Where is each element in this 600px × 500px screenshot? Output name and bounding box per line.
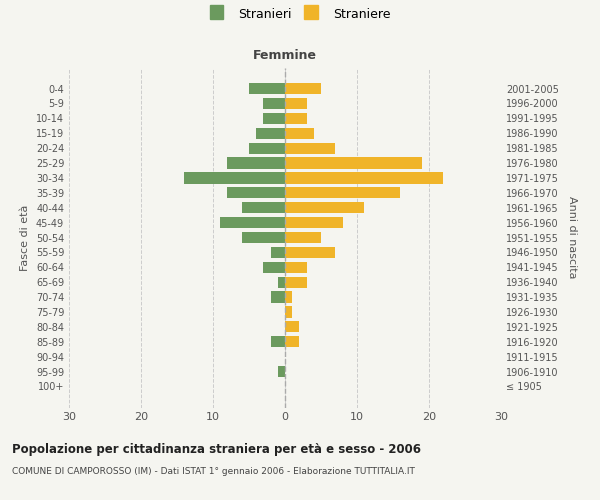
Bar [285, 112, 307, 124]
Bar [242, 202, 285, 213]
Bar [285, 172, 443, 184]
Bar [285, 142, 335, 154]
Bar [285, 158, 422, 168]
Bar [263, 98, 285, 109]
Bar [285, 306, 292, 318]
Bar [263, 112, 285, 124]
Bar [285, 247, 335, 258]
Bar [184, 172, 285, 184]
Bar [285, 322, 299, 332]
Bar [285, 262, 307, 273]
Bar [285, 187, 400, 198]
Bar [227, 158, 285, 168]
Y-axis label: Fasce di età: Fasce di età [20, 204, 30, 270]
Bar [285, 276, 307, 288]
Bar [271, 292, 285, 302]
Y-axis label: Anni di nascita: Anni di nascita [567, 196, 577, 279]
Bar [285, 83, 321, 94]
Text: Femmine: Femmine [253, 50, 317, 62]
Bar [242, 232, 285, 243]
Bar [220, 217, 285, 228]
Bar [285, 232, 321, 243]
Bar [227, 187, 285, 198]
Bar [256, 128, 285, 139]
Bar [285, 98, 307, 109]
Text: Popolazione per cittadinanza straniera per età e sesso - 2006: Popolazione per cittadinanza straniera p… [12, 442, 421, 456]
Bar [278, 276, 285, 288]
Bar [263, 262, 285, 273]
Bar [278, 366, 285, 377]
Bar [285, 217, 343, 228]
Bar [285, 292, 292, 302]
Bar [249, 83, 285, 94]
Legend: Stranieri, Straniere: Stranieri, Straniere [205, 2, 395, 26]
Text: COMUNE DI CAMPOROSSO (IM) - Dati ISTAT 1° gennaio 2006 - Elaborazione TUTTITALIA: COMUNE DI CAMPOROSSO (IM) - Dati ISTAT 1… [12, 468, 415, 476]
Bar [271, 336, 285, 347]
Bar [285, 336, 299, 347]
Bar [285, 128, 314, 139]
Bar [271, 247, 285, 258]
Bar [285, 202, 364, 213]
Bar [249, 142, 285, 154]
